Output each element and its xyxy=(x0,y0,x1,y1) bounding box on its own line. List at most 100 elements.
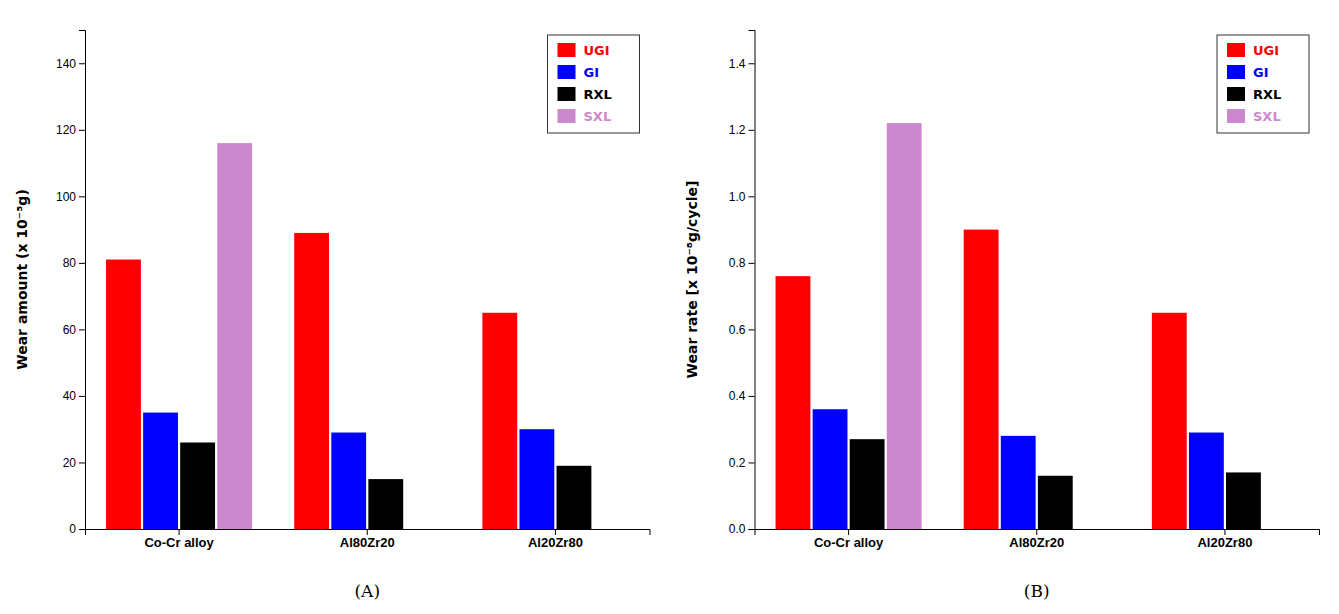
legend-label: UGI xyxy=(584,43,610,58)
legend-swatch xyxy=(558,109,576,123)
y-tick-mark xyxy=(749,462,755,463)
legend-item: GI xyxy=(1227,65,1269,80)
legend-item: UGI xyxy=(1227,43,1279,58)
y-tick-label: 0.6 xyxy=(729,323,746,337)
y-tick-label: 0.0 xyxy=(729,522,746,536)
legend: UGI GI RXL SXL xyxy=(1217,35,1309,133)
x-tick: Co-Cr alloy xyxy=(814,529,884,550)
y-tick-label: 140 xyxy=(56,57,76,71)
y-tick-mark xyxy=(749,196,755,197)
x-tick: Co-Cr alloy xyxy=(144,529,214,550)
y-tick-mark xyxy=(749,130,755,131)
chart: 020406080100120140Co-Cr alloyAl80Zr20Al2… xyxy=(0,0,1339,614)
panel: 020406080100120140Co-Cr alloyAl80Zr20Al2… xyxy=(14,31,650,602)
x-axis-line xyxy=(755,530,1320,536)
legend-item: GI xyxy=(558,65,600,80)
y-tick-label: 0.8 xyxy=(729,256,746,270)
y-axis: 020406080100120140 xyxy=(56,31,86,537)
legend-frame xyxy=(1217,35,1309,133)
panel-title: (A) xyxy=(354,581,380,601)
bar xyxy=(519,429,554,529)
y-tick-mark xyxy=(749,263,755,264)
panel-title: (B) xyxy=(1024,581,1050,601)
bar xyxy=(1001,436,1036,529)
y-tick: 140 xyxy=(56,57,85,71)
y-tick-mark xyxy=(79,196,85,197)
legend-label: SXL xyxy=(1253,109,1281,124)
x-tick-mark xyxy=(848,529,849,535)
y-tick-label: 0.4 xyxy=(729,389,746,403)
y-tick: 40 xyxy=(63,389,85,403)
x-tick-mark xyxy=(1036,529,1037,535)
bar xyxy=(813,409,848,529)
y-tick: 0.0 xyxy=(729,522,755,536)
y-axis: 0.00.20.40.60.81.01.21.4 xyxy=(729,31,755,537)
y-tick-label: 60 xyxy=(63,323,77,337)
x-tick-label: Al80Zr20 xyxy=(340,535,395,550)
y-axis-line xyxy=(749,31,756,530)
bars xyxy=(776,123,1261,529)
y-tick-label: 120 xyxy=(56,123,76,137)
bar xyxy=(887,123,922,529)
x-tick: Al80Zr20 xyxy=(1009,529,1064,550)
y-tick: 0.8 xyxy=(729,256,755,270)
y-tick-label: 0.2 xyxy=(729,456,746,470)
x-tick-mark xyxy=(1224,529,1225,535)
legend-swatch xyxy=(558,43,576,57)
x-tick-mark xyxy=(367,529,368,535)
y-tick-label: 0 xyxy=(69,522,76,536)
y-tick: 0.6 xyxy=(729,323,755,337)
bar xyxy=(331,433,366,529)
x-tick-label: Al80Zr20 xyxy=(1009,535,1064,550)
y-tick: 60 xyxy=(63,323,85,337)
legend-swatch xyxy=(1227,87,1245,101)
bar xyxy=(1152,313,1187,529)
x-tick: Al80Zr20 xyxy=(340,529,395,550)
y-tick-mark xyxy=(79,329,85,330)
bar xyxy=(557,466,592,529)
legend-item: SXL xyxy=(1227,109,1281,124)
y-tick: 0 xyxy=(69,522,85,536)
bar xyxy=(1226,472,1261,529)
bar xyxy=(1263,529,1298,530)
x-axis: Co-Cr alloy Al80Zr20 Al20Zr80 xyxy=(86,529,651,550)
y-tick-mark xyxy=(79,263,85,264)
y-tick-label: 20 xyxy=(63,456,77,470)
y-tick: 0.2 xyxy=(729,456,755,470)
y-tick: 20 xyxy=(63,456,85,470)
y-tick: 1.2 xyxy=(729,123,755,137)
legend: UGI GI RXL SXL xyxy=(548,35,640,133)
y-tick: 80 xyxy=(63,256,85,270)
x-tick: Al20Zr80 xyxy=(528,529,583,550)
legend-swatch xyxy=(558,65,576,79)
legend-label: RXL xyxy=(1253,87,1281,102)
y-tick-label: 1.0 xyxy=(729,190,746,204)
y-tick-mark xyxy=(749,396,755,397)
bar xyxy=(776,276,811,529)
y-tick-mark xyxy=(749,529,755,530)
bar xyxy=(294,233,329,529)
y-axis-title: Wear amount (x 10⁻⁵g) xyxy=(14,189,30,370)
bar xyxy=(180,443,215,529)
y-tick-mark xyxy=(749,63,755,64)
y-tick: 1.0 xyxy=(729,190,755,204)
bar xyxy=(964,230,999,529)
legend-label: SXL xyxy=(584,109,612,124)
y-axis-line xyxy=(79,31,86,530)
bar xyxy=(217,143,252,529)
legend-swatch xyxy=(1227,109,1245,123)
bar xyxy=(1038,476,1073,529)
legend-item: RXL xyxy=(558,87,612,102)
y-tick-mark xyxy=(79,396,85,397)
legend-label: GI xyxy=(1253,65,1269,80)
x-tick-label: Co-Cr alloy xyxy=(814,535,884,550)
x-tick-label: Co-Cr alloy xyxy=(144,535,214,550)
legend-swatch xyxy=(1227,43,1245,57)
y-tick-mark xyxy=(79,529,85,530)
bar xyxy=(850,439,885,529)
legend-label: GI xyxy=(584,65,600,80)
bar xyxy=(1075,529,1110,530)
legend-item: SXL xyxy=(558,109,612,124)
bar xyxy=(1189,433,1224,529)
legend-item: UGI xyxy=(558,43,610,58)
